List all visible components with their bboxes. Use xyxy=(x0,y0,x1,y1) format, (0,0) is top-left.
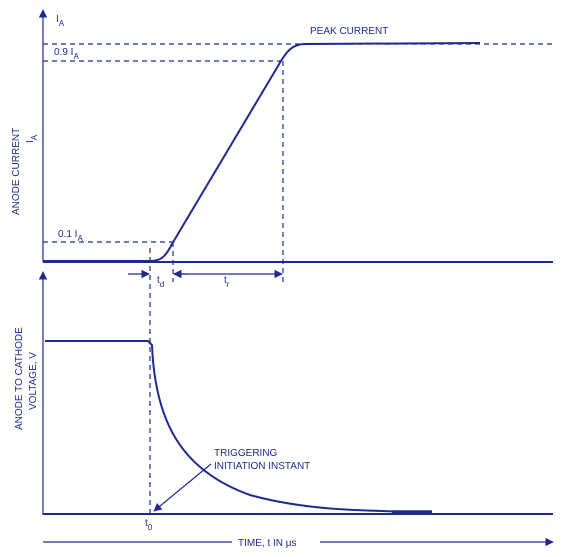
anode-current-ylabel: ANODE CURRENT xyxy=(11,128,22,215)
td-label: td xyxy=(157,275,164,289)
peak-current-label: PEAK CURRENT xyxy=(310,26,388,37)
time-axis-label: TIME, t IN μs xyxy=(238,538,297,549)
ia-axis-symbol: IA xyxy=(25,134,39,143)
ia-90-label: 0.9 IA xyxy=(54,47,79,61)
ia-10-label: 0.1 IA xyxy=(58,229,83,243)
trigger-arrow xyxy=(153,463,212,512)
tr-label: tr xyxy=(224,275,230,289)
t0-label: t0 xyxy=(145,518,153,532)
voltage-ylabel-line2: VOLTAGE, V xyxy=(28,352,39,410)
anode-current-curve xyxy=(43,42,481,262)
initiation-instant-label: INITIATION INSTANT xyxy=(214,461,310,472)
triggering-label: TRIGGERING xyxy=(214,448,278,459)
anode-voltage-curve xyxy=(45,340,433,513)
voltage-ylabel-line1: ANODE TO CATHODE xyxy=(14,327,25,430)
ia-top-label: IA xyxy=(56,14,65,28)
